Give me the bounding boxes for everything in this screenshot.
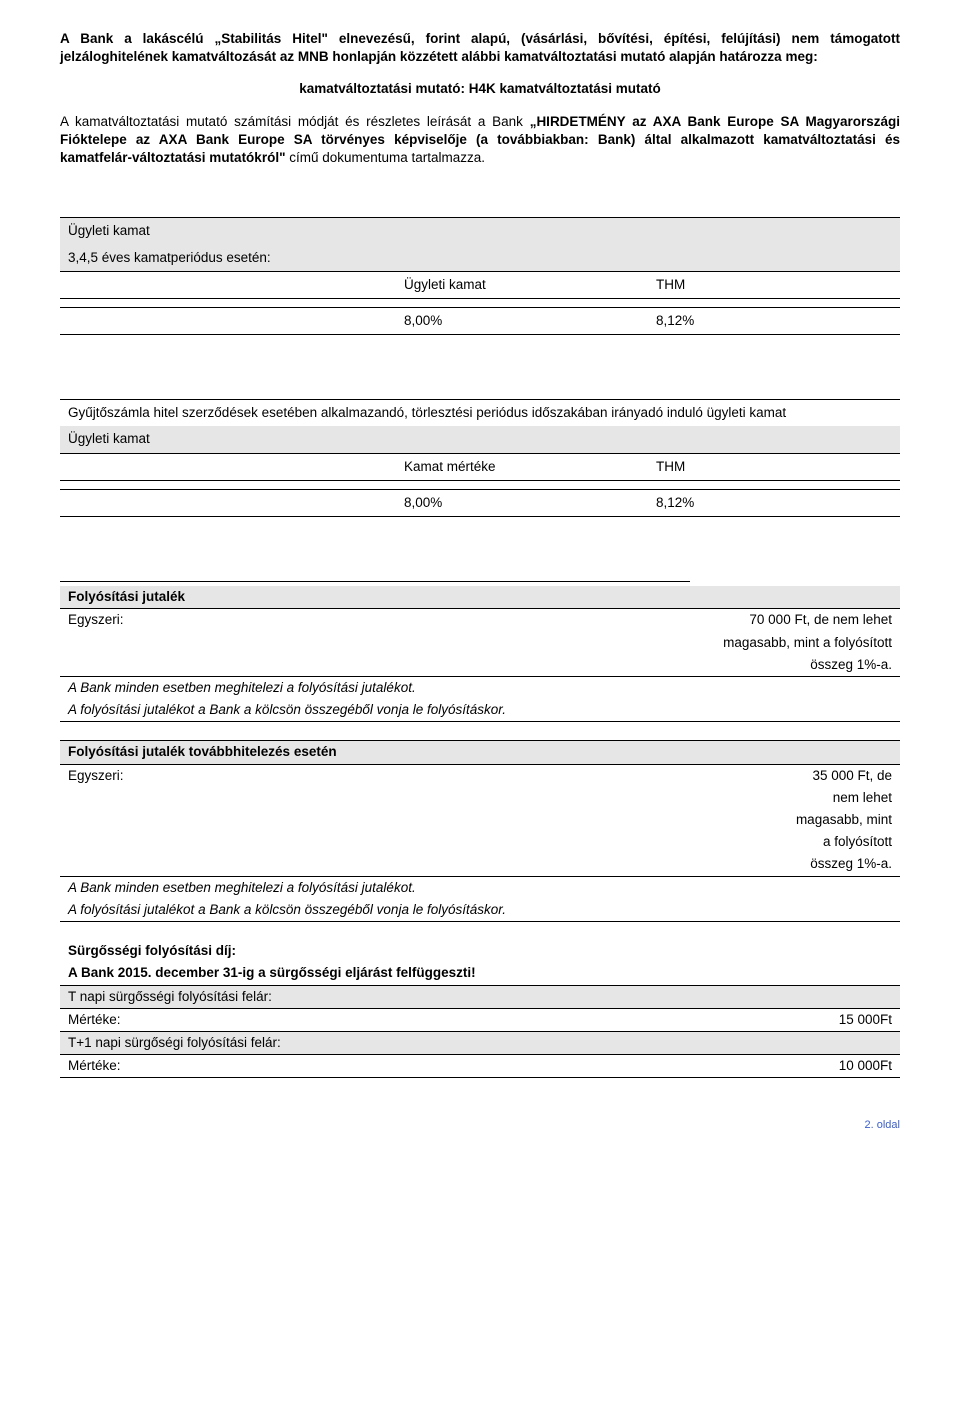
rate2-sub: Ügyleti kamat [60,426,900,453]
rate2-v1: 8,00% [396,489,648,516]
disb1-note2: A folyósítási jutalékot a Bank a kölcsön… [60,699,900,722]
table-row [60,298,900,307]
table-row: Ügyleti kamat [60,426,900,453]
urgent-suspend: A Bank 2015. december 31-ig a sürgősségi… [60,962,900,985]
table-row: a folyósított [60,831,900,853]
table-row: magasabb, mint a folyósított [60,632,900,654]
disb1-v2: magasabb, mint a folyósított [564,632,900,654]
disb1-v3: összeg 1%-a. [564,654,900,677]
rate-table-2: Gyűjtőszámla hitel szerződések esetében … [60,399,900,517]
rate2-col2: THM [648,453,900,480]
table-row: 8,00% 8,12% [60,307,900,334]
rate1-v2: 8,12% [648,307,900,334]
intro-para-1: A Bank a lakáscélú „Stabilitás Hitel" el… [60,30,900,66]
table-row: Kamat mértéke THM [60,453,900,480]
divider [60,581,690,582]
table-row: A folyósítási jutalékot a Bank a kölcsön… [60,699,900,722]
disb1-v1: 70 000 Ft, de nem lehet [564,609,900,632]
table-row: Egyszeri: 35 000 Ft, de [60,764,900,787]
table-row: A Bank minden esetben meghitelezi a foly… [60,876,900,899]
urgent-table: Sürgősségi folyósítási díj: A Bank 2015.… [60,940,900,1078]
urgent-rowT: T napi sürgősségi folyósítási felár: [60,985,900,1008]
urgent-labelT: Mértéke: [60,1008,690,1031]
rate1-title: Ügyleti kamat [60,218,900,245]
intro-p2-plain2: című dokumentuma tartalmazza. [285,150,485,165]
table-row [60,480,900,489]
rate1-col2: THM [648,271,900,298]
table-row: Egyszeri: 70 000 Ft, de nem lehet [60,609,900,632]
intro-para-1-text: A Bank a lakáscélú „Stabilitás Hitel" el… [60,31,900,64]
rate-table-1: Ügyleti kamat 3,4,5 éves kamatperiódus e… [60,217,900,335]
table-row: összeg 1%-a. [60,654,900,677]
rate1-v1: 8,00% [396,307,648,334]
table-row: T napi sürgősségi folyósítási felár: [60,985,900,1008]
disb2-v1: 35 000 Ft, de [690,764,900,787]
table-row: összeg 1%-a. [60,853,900,876]
intro-para-2: A kamatváltoztatási mutató számítási mód… [60,113,900,168]
urgent-labelT1: Mértéke: [60,1055,690,1078]
urgent-valT1: 10 000Ft [690,1055,900,1078]
table-row: Ügyleti kamat THM [60,271,900,298]
table-row: T+1 napi sürgőségi folyósítási felár: [60,1032,900,1055]
disb2-v2: nem lehet [690,787,900,809]
urgent-rowT1: T+1 napi sürgőségi folyósítási felár: [60,1032,900,1055]
disb2-v4: a folyósított [690,831,900,853]
urgent-heading: Sürgősségi folyósítási díj: [60,940,900,962]
table-row: A Bank 2015. december 31-ig a sürgősségi… [60,962,900,985]
table-row: Mértéke: 10 000Ft [60,1055,900,1078]
disb2-v5: összeg 1%-a. [690,853,900,876]
rate2-col1: Kamat mértéke [396,453,648,480]
table-row: 8,00% 8,12% [60,489,900,516]
page-number: 2. oldal [60,1118,900,1133]
disb-table-2: Folyósítási jutalék továbbhitelezés eset… [60,740,900,922]
table-row: Folyósítási jutalék [60,586,900,609]
table-row: A Bank minden esetben meghitelezi a foly… [60,676,900,699]
rate1-sub: 3,4,5 éves kamatperiódus esetén: [60,245,900,272]
table-row: 3,4,5 éves kamatperiódus esetén: [60,245,900,272]
disb2-v3: magasabb, mint [690,809,900,831]
table-row: Mértéke: 15 000Ft [60,1008,900,1031]
table-row: Folyósítási jutalék továbbhitelezés eset… [60,741,900,764]
disb1-note1: A Bank minden esetben meghitelezi a foly… [60,676,900,699]
disb-table-1: Folyósítási jutalék Egyszeri: 70 000 Ft,… [60,586,900,722]
table-row: nem lehet [60,787,900,809]
disb2-note1: A Bank minden esetben meghitelezi a foly… [60,876,900,899]
disb1-label: Egyszeri: [60,609,564,632]
disb1-heading: Folyósítási jutalék [60,586,900,609]
table-row: Gyűjtőszámla hitel szerződések esetében … [60,400,900,427]
table-row: Ügyleti kamat [60,218,900,245]
table-row: A folyósítási jutalékot a Bank a kölcsön… [60,899,900,922]
rate2-title: Gyűjtőszámla hitel szerződések esetében … [60,400,900,427]
disb2-label: Egyszeri: [60,764,690,787]
indicator-line: kamatváltoztatási mutató: H4K kamatválto… [60,80,900,98]
disb2-heading: Folyósítási jutalék továbbhitelezés eset… [60,741,900,764]
rate2-v2: 8,12% [648,489,900,516]
table-row: magasabb, mint [60,809,900,831]
urgent-valT: 15 000Ft [690,1008,900,1031]
disb2-note2: A folyósítási jutalékot a Bank a kölcsön… [60,899,900,922]
table-row: Sürgősségi folyósítási díj: [60,940,900,962]
rate1-col1: Ügyleti kamat [396,271,648,298]
intro-p2-plain1: A kamatváltoztatási mutató számítási mód… [60,114,530,129]
